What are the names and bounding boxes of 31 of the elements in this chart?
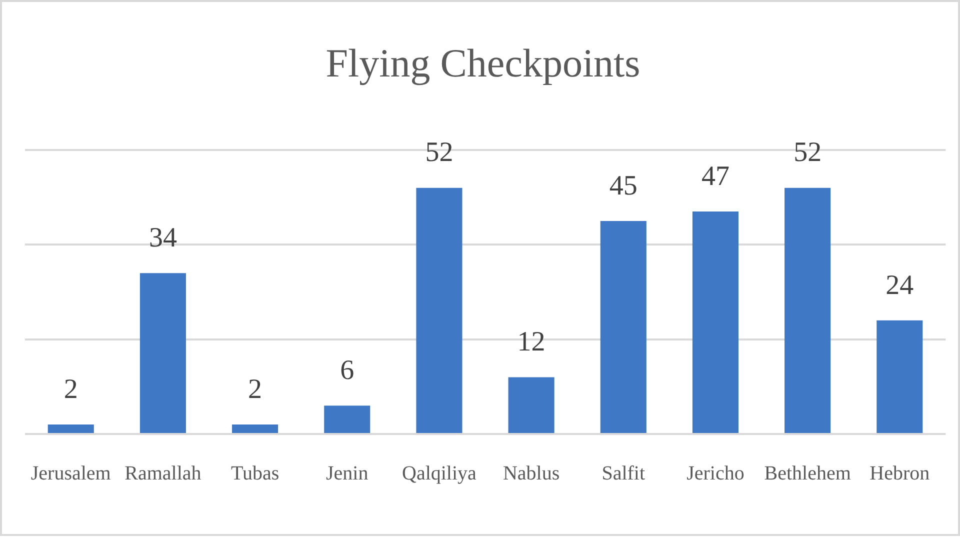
chart-title: Flying Checkpoints: [326, 40, 640, 86]
x-tick-label: Salfit: [602, 462, 646, 484]
data-label: 24: [886, 270, 914, 301]
x-tick-label: Jericho: [686, 462, 744, 484]
bar: [784, 188, 831, 433]
x-tick-label: Tubas: [230, 462, 280, 484]
bar: [508, 377, 554, 433]
data-label: 12: [517, 326, 546, 358]
bar: [232, 424, 278, 433]
bar: [48, 424, 94, 433]
x-tick-label: Hebron: [870, 462, 930, 484]
data-label: 52: [425, 137, 454, 168]
x-tick-label: Ramallah: [124, 462, 202, 484]
data-label: 34: [148, 222, 177, 254]
bar: [876, 320, 923, 433]
x-tick-label: Jerusalem: [30, 462, 112, 484]
data-label: 2: [248, 374, 262, 405]
x-tick-label: Nablus: [502, 462, 560, 484]
x-tick-label: Bethlehem: [764, 462, 852, 484]
data-label: 45: [609, 170, 638, 202]
data-label: 2: [64, 374, 78, 405]
bar: [600, 221, 646, 433]
bar: [416, 188, 462, 433]
x-tick-label: Jenin: [326, 462, 368, 484]
data-label: 47: [701, 160, 730, 192]
bar: [692, 212, 738, 433]
x-tick-label: Qalqiliya: [402, 462, 477, 484]
data-label: 6: [340, 354, 354, 386]
bar: [140, 273, 186, 433]
data-label: 52: [794, 137, 822, 168]
bar: [324, 406, 370, 433]
